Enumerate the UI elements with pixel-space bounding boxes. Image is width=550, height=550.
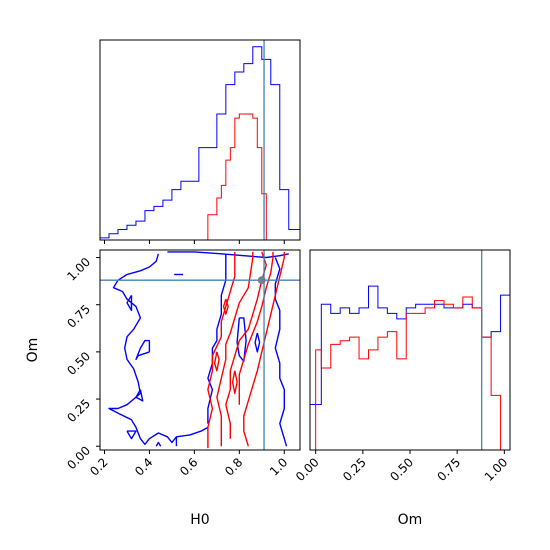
om-tick-label-3: 0.50 bbox=[64, 349, 93, 378]
om-bottom-tick-label-1: 0.00 bbox=[293, 455, 322, 484]
h0-histogram-series-2 bbox=[207, 113, 267, 240]
om-bottom-tick-label-5: 1.00 bbox=[482, 455, 511, 484]
om-bottom-tick-label-2: 0.25 bbox=[340, 455, 369, 484]
truth-point-marker bbox=[257, 276, 266, 285]
om-histogram-series-1 bbox=[309, 285, 511, 450]
om-histogram-panel: 0.00 0.25 0.50 0.75 1.00 Om bbox=[293, 249, 511, 528]
contour-line-13 bbox=[254, 332, 261, 353]
h0-tick-label-2: 0.4 bbox=[132, 455, 155, 478]
joint-panel-frame bbox=[99, 249, 301, 451]
contour-line-20 bbox=[213, 351, 220, 372]
contour-line-8 bbox=[126, 430, 137, 440]
contour-line-14 bbox=[207, 251, 236, 449]
h0-histogram-series-1 bbox=[99, 46, 301, 240]
joint-contour-panel: 0.2 0.4 0.6 0.8 1.0 0.000.250.500.751.00 H0 … bbox=[25, 249, 301, 528]
contour-line-21 bbox=[231, 370, 238, 395]
h0-tick-label-4: 0.8 bbox=[222, 455, 245, 478]
h0-histogram-panel bbox=[99, 39, 301, 244]
om-axis-label-left: Om bbox=[25, 338, 41, 363]
om-tick-label-4: 0.75 bbox=[64, 302, 93, 331]
om-bottom-tick-label-4: 0.75 bbox=[434, 455, 463, 484]
contour-line-5 bbox=[135, 339, 151, 361]
contour-line-4 bbox=[274, 257, 288, 447]
h0-tick-label-1: 0.2 bbox=[87, 455, 110, 478]
contour-line-1 bbox=[108, 253, 209, 445]
contour-line-15 bbox=[216, 251, 254, 447]
contour-line-19 bbox=[222, 298, 229, 315]
h0-histogram-frame bbox=[99, 39, 301, 241]
contour-line-3 bbox=[207, 253, 227, 424]
om-histogram-frame bbox=[309, 249, 511, 451]
contour-line-6 bbox=[126, 294, 133, 312]
om-bottom-tick-label-3: 0.50 bbox=[387, 455, 416, 484]
contour-line-18 bbox=[243, 251, 285, 447]
om-histogram-series-2 bbox=[310, 296, 510, 451]
om-tick-label-5: 1.00 bbox=[64, 255, 93, 284]
contour-line-9 bbox=[155, 441, 162, 447]
om-axis-label-bottom: Om bbox=[398, 512, 423, 528]
contour-line-7 bbox=[135, 389, 144, 402]
contour-line-17 bbox=[238, 251, 274, 405]
h0-tick-label-5: 1.0 bbox=[267, 455, 290, 478]
contour-line-2 bbox=[167, 251, 289, 259]
h0-axis-label: H0 bbox=[190, 512, 209, 528]
om-tick-label-2: 0.25 bbox=[64, 396, 93, 425]
h0-tick-label-3: 0.6 bbox=[177, 455, 200, 478]
